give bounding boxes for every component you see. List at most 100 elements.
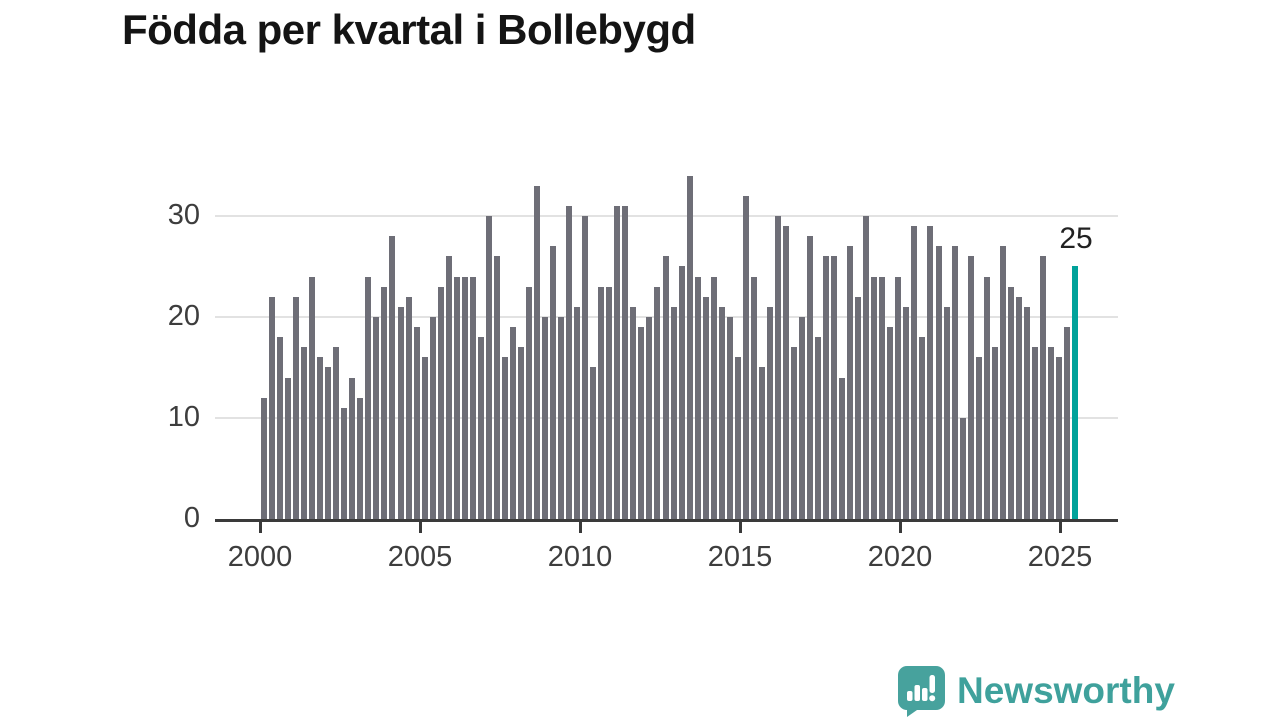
bar <box>646 317 652 519</box>
bar <box>815 337 821 519</box>
logo-exclamation-stem <box>929 675 935 693</box>
bar <box>879 277 885 519</box>
x-axis-tick <box>579 522 582 533</box>
bar <box>783 226 789 519</box>
bar <box>582 216 588 519</box>
bar <box>695 277 701 519</box>
bar <box>863 216 869 519</box>
bar <box>960 418 966 519</box>
bar <box>791 347 797 519</box>
bar <box>767 307 773 519</box>
bar <box>847 246 853 519</box>
bar <box>1056 357 1062 519</box>
bar <box>422 357 428 519</box>
bar <box>831 256 837 519</box>
bar <box>510 327 516 519</box>
bar <box>622 206 628 519</box>
x-axis-label: 2005 <box>387 541 453 573</box>
bar <box>614 206 620 519</box>
bar <box>855 297 861 519</box>
bar <box>325 367 331 519</box>
bar <box>558 317 564 519</box>
bar <box>1000 246 1006 519</box>
bar <box>671 307 677 519</box>
bar <box>494 256 500 519</box>
bar <box>293 297 299 519</box>
bar <box>751 277 757 519</box>
bar <box>799 317 805 519</box>
bar-highlighted <box>1072 266 1078 519</box>
x-axis-label: 2010 <box>547 541 613 573</box>
bar <box>430 317 436 519</box>
bar <box>759 367 765 519</box>
y-axis-label: 30 <box>167 199 200 231</box>
bar <box>984 277 990 519</box>
bar <box>711 277 717 519</box>
bar <box>566 206 572 519</box>
bar <box>1064 327 1070 519</box>
bar <box>574 307 580 519</box>
bar <box>373 317 379 519</box>
logo-mini-bar-1 <box>907 691 913 701</box>
bar <box>502 357 508 519</box>
bar <box>365 277 371 519</box>
bar <box>454 277 460 519</box>
bar <box>630 307 636 519</box>
bar <box>743 196 749 519</box>
x-axis-line <box>215 519 1118 522</box>
bar <box>823 256 829 519</box>
x-axis-tick <box>259 522 262 533</box>
bar <box>285 378 291 519</box>
logo-mini-bar-2 <box>914 685 920 701</box>
bar <box>277 337 283 519</box>
bar <box>446 256 452 519</box>
bar <box>534 186 540 519</box>
bar <box>727 317 733 519</box>
bar <box>687 176 693 519</box>
bar <box>871 277 877 519</box>
y-axis-label: 20 <box>167 300 200 332</box>
bar <box>598 287 604 519</box>
logo-exclamation-dot <box>929 695 936 702</box>
bar <box>398 307 404 519</box>
bar <box>839 378 845 519</box>
bar <box>486 216 492 519</box>
bar <box>414 327 420 519</box>
bar <box>976 357 982 519</box>
bar <box>807 236 813 519</box>
bar <box>936 246 942 519</box>
bar <box>638 327 644 519</box>
bar <box>1032 347 1038 519</box>
bar <box>992 347 998 519</box>
bar <box>301 347 307 519</box>
bar <box>462 277 468 519</box>
bar <box>968 256 974 519</box>
bar <box>269 297 275 519</box>
newsworthy-logo-icon <box>898 666 945 717</box>
y-axis-label: 10 <box>167 401 200 433</box>
bar <box>550 246 556 519</box>
bar <box>357 398 363 519</box>
bar <box>903 307 909 519</box>
bar <box>478 337 484 519</box>
x-axis-tick <box>739 522 742 533</box>
bar <box>317 357 323 519</box>
bar <box>654 287 660 519</box>
bar <box>349 378 355 519</box>
bar <box>606 287 612 519</box>
bar <box>719 307 725 519</box>
bar <box>952 246 958 519</box>
bar <box>1024 307 1030 519</box>
bar <box>309 277 315 519</box>
bar <box>518 347 524 519</box>
x-axis-label: 2025 <box>1027 541 1093 573</box>
bar <box>590 367 596 519</box>
x-axis-tick <box>899 522 902 533</box>
logo-mini-bar-3 <box>922 688 928 701</box>
bar <box>438 287 444 519</box>
chart-title: Födda per kvartal i Bollebygd <box>122 6 696 53</box>
bar <box>919 337 925 519</box>
bar <box>1008 287 1014 519</box>
